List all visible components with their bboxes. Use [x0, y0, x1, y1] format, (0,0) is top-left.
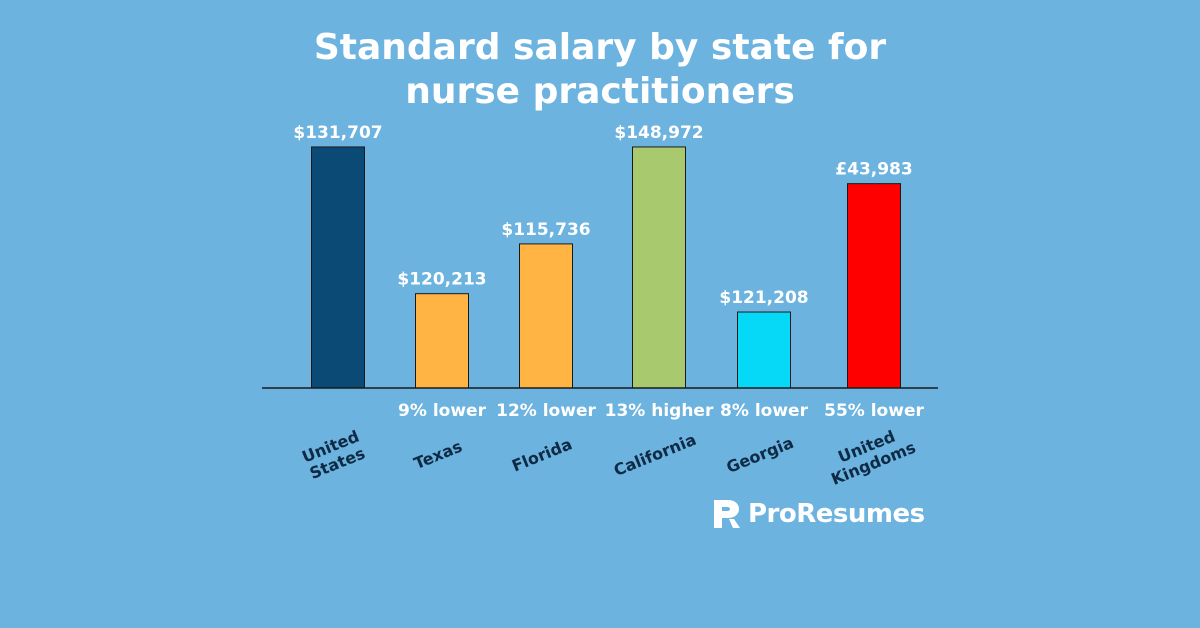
value-label: £43,983	[835, 160, 912, 180]
category-label: California	[611, 430, 699, 480]
comparison-label: 8% lower	[720, 401, 809, 421]
comparison-label: 12% lower	[496, 401, 596, 421]
bar-united-states	[311, 146, 365, 389]
chart-title: Standard salary by state for nurse pract…	[0, 26, 1200, 114]
comparison-label: 9% lower	[398, 401, 487, 421]
comparison-label: 13% higher	[605, 401, 714, 421]
bar-georgia	[737, 311, 791, 389]
svg-text:Florida: Florida	[509, 434, 575, 475]
svg-text:Texas: Texas	[411, 437, 465, 473]
proresumes-logo-icon	[714, 500, 740, 528]
bar-california	[632, 146, 686, 389]
brand-logo: ProResumes	[712, 498, 925, 530]
chart-title-line-2: nurse practitioners	[405, 71, 795, 112]
bar-texas	[415, 293, 469, 389]
value-label: $131,707	[293, 123, 382, 143]
svg-text:California: California	[611, 430, 699, 480]
value-label: $115,736	[501, 220, 590, 240]
svg-text:UnitedStates: UnitedStates	[299, 427, 368, 484]
value-label: $148,972	[614, 123, 703, 143]
category-label: Texas	[411, 437, 465, 473]
category-label: Florida	[509, 434, 575, 475]
category-label: UnitedKingdoms	[822, 421, 919, 489]
svg-text:Georgia: Georgia	[724, 433, 797, 477]
value-label: $120,213	[397, 270, 486, 290]
value-label: $121,208	[719, 288, 808, 308]
category-label: Georgia	[724, 433, 797, 477]
bar-united-kingdoms	[847, 183, 901, 389]
brand-name: ProResumes	[748, 499, 925, 529]
chart-title-line-1: Standard salary by state for	[313, 27, 887, 68]
comparison-label: 55% lower	[824, 401, 924, 421]
bar-florida	[519, 243, 573, 389]
category-label: UnitedStates	[299, 427, 368, 484]
svg-text:UnitedKingdoms: UnitedKingdoms	[822, 421, 919, 489]
